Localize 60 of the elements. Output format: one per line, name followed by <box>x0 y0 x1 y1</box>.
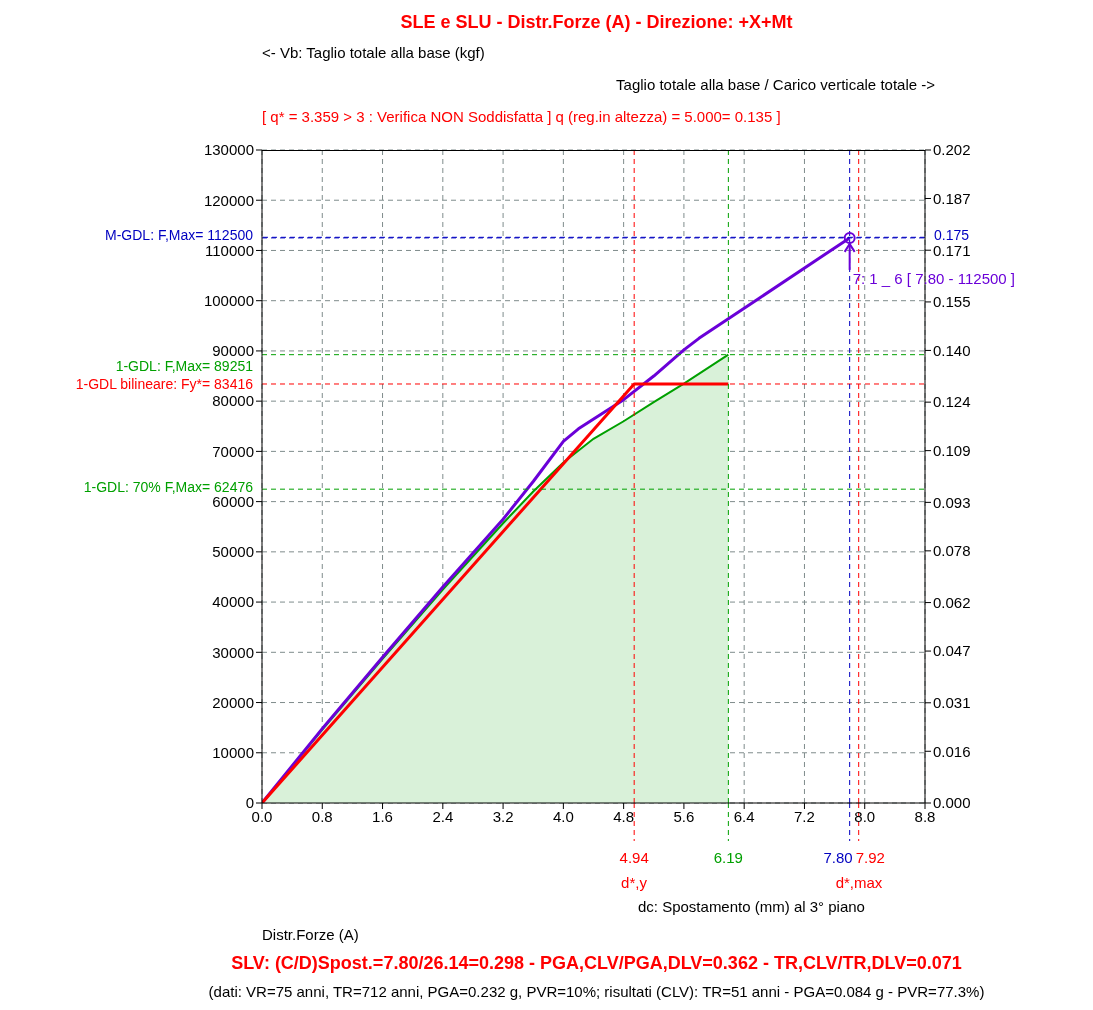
y2-tick-label: 0.171 <box>933 241 971 259</box>
x-tick-label: 8.0 <box>854 807 876 825</box>
text: d*,y <box>620 874 648 891</box>
ref-line-label: 7.92 <box>855 849 885 866</box>
y2-tick-label: 0.047 <box>933 642 971 660</box>
text: d*,max <box>834 874 884 891</box>
y2-tick-label: 0.078 <box>933 542 971 560</box>
x-tick-label: 7.2 <box>794 807 815 825</box>
x-tick-label: 0.8 <box>311 807 333 825</box>
y-tick-label: 110000 <box>205 241 254 259</box>
ref-line-label: M-GDL: F,Max= 112500 <box>105 227 254 244</box>
x-tick-label: 1.6 <box>372 807 393 825</box>
y-tick-label: 40000 <box>212 593 254 611</box>
y-tick-label: 20000 <box>212 693 254 711</box>
ref-line-label: 1-GDL: 70% F,Max= 62476 <box>83 478 254 495</box>
y2-tick-label: 0.124 <box>933 393 971 411</box>
x-tick-label: 5.6 <box>673 807 695 825</box>
x-tick-label: 8.8 <box>914 807 936 825</box>
chart-title: SLE e SLU - Distr.Forze (A) - Direzione: +X+Mt <box>399 12 794 33</box>
text: SLV: (C/D)Spost.=7.80/26.14=0.298 - PGA,CLV/PGA,DLV=0.362 - TR,CLV/TR,DLV=0.071 <box>230 953 963 974</box>
x-tick-label: 4.8 <box>613 807 635 825</box>
y2-tick-label: 0.031 <box>933 694 971 712</box>
y-tick-label: 60000 <box>212 492 254 510</box>
y-tick-label: 90000 <box>212 342 254 360</box>
ref-line-label: 4.94 <box>619 849 649 866</box>
y2-tick-label: 0.202 <box>933 141 971 159</box>
y2-tick-label: 0.155 <box>933 293 971 311</box>
y2-tick-label: 0.062 <box>933 593 971 611</box>
x-tick-label: 2.4 <box>432 807 454 825</box>
y2-tick-label: 0.140 <box>933 341 971 359</box>
annotation: 7: 1 _ 6 [ 7.80 - 112500 ] <box>852 269 1015 287</box>
y-tick-label: 130000 <box>203 141 254 159</box>
y2-tick-label: 0.187 <box>933 189 971 207</box>
x-tick-label: 6.4 <box>733 807 755 825</box>
x-tick-label: 4.0 <box>552 807 574 825</box>
ref-line-label: 6.19 <box>713 849 743 866</box>
y-tick-label: 120000 <box>203 191 254 209</box>
y-tick-label: 70000 <box>212 442 254 460</box>
text: Distr.Forze (A) <box>262 926 359 943</box>
y2-axis-title: Taglio totale alla base / Carico verticale totale -> <box>616 76 935 93</box>
ref-line-label: 1-GDL bilineare: Fy*= 83416 <box>75 375 254 392</box>
y-tick-label: 30000 <box>212 643 254 661</box>
text: dc: Spostamento (mm) al 3° piano <box>638 898 865 915</box>
y2-tick-label: 0.109 <box>933 441 971 459</box>
text: (dati: VR=75 anni, TR=712 anni, PGA=0.232 g, PVR=10%; risultati (CLV): TR=51 anni - PGA=0.084 g - PVR=77.3%) <box>207 983 986 1000</box>
y2-tick-label: 0.093 <box>933 493 971 511</box>
ref-line-label: 0.175 <box>934 227 970 244</box>
x-tick-label: 3.2 <box>492 807 514 825</box>
y2-tick-label: 0.016 <box>933 742 971 760</box>
text: <- Vb: Taglio totale alla base (kgf) <box>262 44 485 61</box>
y-tick-label: 10000 <box>212 744 254 762</box>
y-tick-label: 50000 <box>212 543 254 561</box>
y2-tick-label: 0.000 <box>933 794 971 812</box>
ref-line-label: 7.80 <box>823 849 853 866</box>
ref-line-label: 1-GDL: F,Max= 89251 <box>115 357 254 374</box>
chart-subtitle: [ q* = 3.359 > 3 : Verifica NON Soddisfatta ] q (reg.in altezza) = 5.000= 0.135 ] <box>262 108 781 125</box>
y-tick-label: 0 <box>245 794 254 812</box>
y-tick-label: 100000 <box>203 292 254 310</box>
x-tick-label: 0.0 <box>251 807 273 825</box>
y-tick-label: 80000 <box>212 392 254 410</box>
